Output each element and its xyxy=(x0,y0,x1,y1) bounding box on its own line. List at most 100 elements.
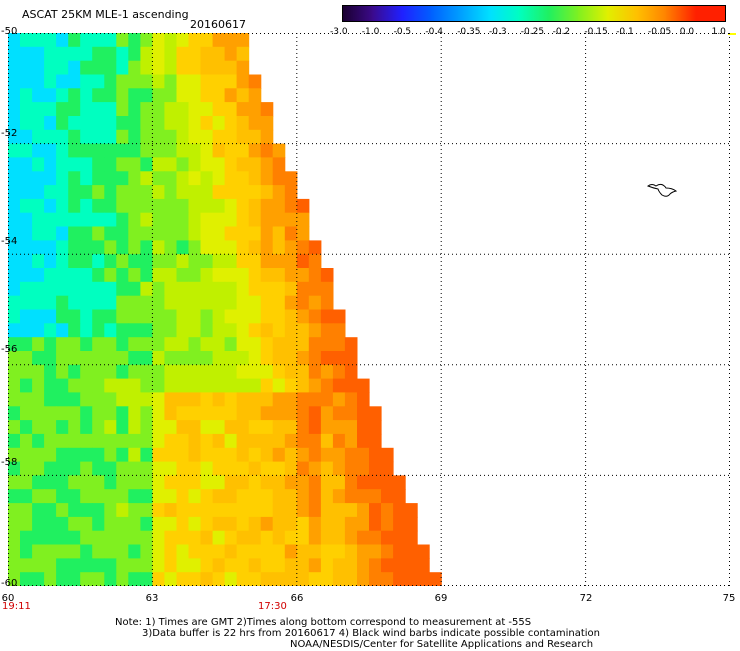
swath-cell xyxy=(188,378,202,393)
swath-cell xyxy=(128,378,141,393)
swath-cell xyxy=(140,406,153,421)
swath-cell xyxy=(20,489,33,504)
swath-cell xyxy=(224,447,238,463)
swath-cell xyxy=(381,558,394,573)
swath-cell xyxy=(68,503,81,518)
swath-cell xyxy=(80,295,93,311)
swath-cell xyxy=(116,364,129,380)
swath-cell xyxy=(176,433,190,449)
swath-cell xyxy=(152,323,165,338)
swath-cell xyxy=(272,281,286,297)
swath-cell xyxy=(92,364,105,380)
swath-cell xyxy=(116,309,129,324)
swath-cell xyxy=(56,323,69,338)
swath-cell xyxy=(296,461,310,476)
swath-cell xyxy=(320,420,334,435)
swath-cell xyxy=(56,102,69,117)
swath-cell xyxy=(104,185,117,200)
swath-cell xyxy=(369,516,382,532)
swath-cell xyxy=(296,281,310,297)
swath-cell xyxy=(393,530,406,546)
swath-cell xyxy=(236,461,250,476)
swath-cell xyxy=(104,544,117,559)
swath-cell xyxy=(224,489,238,504)
swath-cell xyxy=(104,572,117,586)
swath-cell xyxy=(104,309,117,324)
swath-cell xyxy=(164,475,177,490)
swath-cell xyxy=(68,530,81,546)
swath-cell xyxy=(200,530,214,546)
swath-cell xyxy=(272,212,286,228)
swath-cell xyxy=(20,116,33,131)
swath-cell xyxy=(200,447,214,463)
swath-cell xyxy=(212,143,226,158)
swath-cell xyxy=(20,530,33,546)
swath-cell xyxy=(308,433,322,449)
swath-cell xyxy=(188,157,202,172)
swath-cell xyxy=(92,46,105,62)
swath-cell xyxy=(8,254,21,269)
swath-cell xyxy=(164,392,177,407)
swath-cell xyxy=(68,406,81,421)
swath-cell xyxy=(176,572,190,586)
swath-cell xyxy=(128,102,141,117)
swath-cell xyxy=(212,226,226,241)
swath-cell xyxy=(332,558,346,573)
swath-cell xyxy=(296,433,310,449)
swath-cell xyxy=(56,433,69,449)
swath-cell xyxy=(164,102,177,117)
swath-cell xyxy=(20,198,33,214)
swath-cell xyxy=(8,364,21,380)
swath-cell xyxy=(152,364,165,380)
swath-cell xyxy=(272,558,286,573)
swath-cell xyxy=(80,88,93,103)
swath-cell xyxy=(164,88,177,103)
swath-cell xyxy=(164,406,177,421)
swath-cell xyxy=(80,116,93,131)
swath-cell xyxy=(128,198,141,214)
swath-cell xyxy=(224,516,238,532)
swath-cell xyxy=(332,351,346,366)
swath-cell xyxy=(56,74,69,89)
swath-cell xyxy=(140,212,153,228)
swath-cell xyxy=(20,240,33,255)
swath-cell xyxy=(116,33,129,48)
swath-cell xyxy=(32,185,45,200)
swath-cell xyxy=(260,254,274,269)
swath-cell xyxy=(236,157,250,172)
swath-cell xyxy=(176,489,190,504)
time-label: 19:11 xyxy=(2,601,31,612)
swath-cell xyxy=(8,33,21,48)
swath-cell xyxy=(80,337,93,352)
swath-cell xyxy=(32,143,45,158)
colorbar-segment xyxy=(401,6,432,21)
swath-cell xyxy=(260,102,274,117)
swath-cell xyxy=(320,281,334,297)
swath-cell xyxy=(212,74,226,89)
swath-cell xyxy=(200,461,214,476)
swath-cell xyxy=(140,88,153,103)
swath-cell xyxy=(224,171,238,186)
swath-cell xyxy=(357,572,370,586)
swath-cell xyxy=(320,392,334,407)
swath-cell xyxy=(128,309,141,324)
swath-cell xyxy=(236,572,250,586)
swath-cell xyxy=(188,281,202,297)
swath-cell xyxy=(80,74,93,89)
swath-cell xyxy=(140,240,153,255)
swath-cell xyxy=(236,226,250,241)
swath-cell xyxy=(405,503,418,518)
swath-cell xyxy=(8,268,21,283)
swath-cell xyxy=(92,558,105,573)
swath-cell xyxy=(128,558,141,573)
swath-cell xyxy=(332,337,346,352)
swath-cell xyxy=(140,129,153,145)
swath-cell xyxy=(272,171,286,186)
swath-cell xyxy=(152,295,165,311)
swath-cell xyxy=(164,323,177,338)
swath-cell xyxy=(236,88,250,103)
swath-cell xyxy=(296,295,310,311)
swath-cell xyxy=(212,530,226,546)
swath-cell xyxy=(248,295,262,311)
colorbar-segment xyxy=(519,6,550,21)
